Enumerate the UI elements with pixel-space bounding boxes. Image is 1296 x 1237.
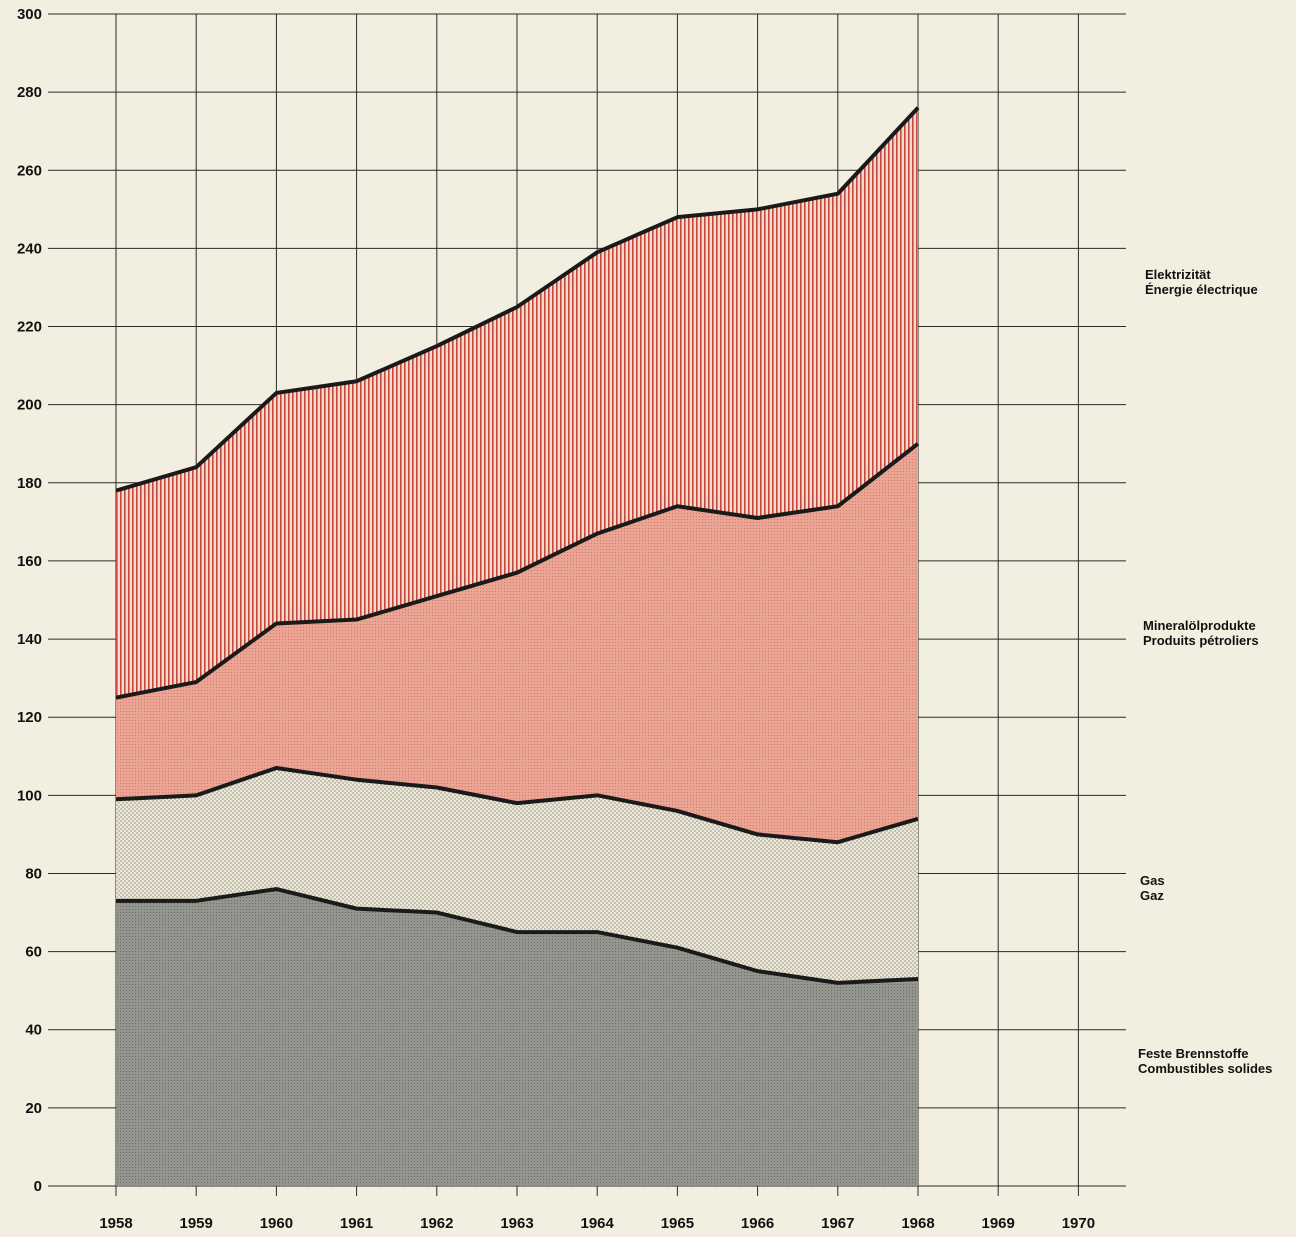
area-solid [116,889,918,1186]
line-solid [116,887,919,985]
line-gas [115,765,919,845]
legend-label-gas: Gas [1140,873,1165,888]
legend-label-solid: Combustibles solides [1138,1061,1272,1076]
y-tick-label: 260 [17,162,42,179]
y-tick-label: 40 [25,1022,42,1039]
y-tick-label: 220 [17,319,42,336]
x-tick-label: 1969 [982,1215,1015,1232]
y-axis-ticks: 0 20 40 60 80 100 120 140 160 180 200 220 240 260 280 3… [17,6,42,1195]
y-tick-label: 240 [17,240,42,257]
x-tick-label: 1960 [260,1215,293,1232]
y-tick-label: 180 [17,475,42,492]
legend-label-elec: Elektrizität [1145,267,1211,282]
legend-label-elec: Énergie électrique [1145,282,1258,297]
x-tick-label: 1966 [741,1215,774,1232]
x-tick-label: 1970 [1062,1215,1095,1232]
area-elec [116,107,918,698]
y-tick-label: 100 [17,787,42,804]
area-gas [116,767,918,983]
x-axis-ticks: 1958 1959 1960 1961 1962 1963 1964 1965 1966 1967… [99,1215,1095,1232]
legend-label-gas: Gaz [1140,888,1164,903]
stacked-areas [116,107,918,1186]
legend-label-solid: Feste Brennstoffe [1138,1046,1249,1061]
y-tick-label: 80 [25,865,42,882]
line-elec [115,106,920,493]
area-oil [116,443,918,843]
x-tick-label: 1959 [180,1215,213,1232]
y-tick-label: 280 [17,84,42,101]
y-tick-label: 20 [25,1100,42,1117]
y-tick-label: 200 [17,397,42,414]
x-tick-label: 1965 [661,1215,694,1232]
x-tick-label: 1967 [821,1215,854,1232]
legend-label-oil: Mineralölprodukte [1143,618,1256,633]
x-tick-label: 1962 [420,1215,453,1232]
x-tick-label: 1964 [581,1215,615,1232]
y-tick-label: 0 [34,1178,42,1195]
x-tick-label: 1958 [99,1215,132,1232]
x-tick-label: 1968 [901,1215,934,1232]
y-tick-label: 160 [17,553,42,570]
legend-label-oil: Produits pétroliers [1143,633,1259,648]
series-boundaries [115,106,920,985]
y-tick-label: 140 [17,631,42,648]
line-oil [115,442,920,700]
x-tick-label: 1961 [340,1215,373,1232]
y-tick-label: 300 [17,6,42,23]
x-tick-label: 1963 [500,1215,533,1232]
y-tick-label: 60 [25,944,42,961]
y-tick-label: 120 [17,709,42,726]
